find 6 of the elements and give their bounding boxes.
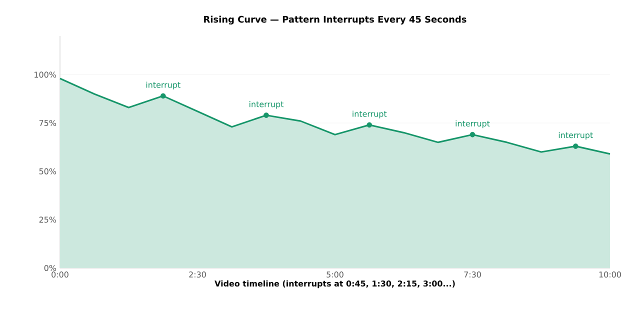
point — [366, 122, 372, 128]
chart-title: Rising Curve — Pattern Interrupts Every 45 Seconds — [204, 16, 466, 25]
point — [470, 132, 476, 138]
point — [264, 112, 269, 118]
point — [160, 93, 166, 99]
point — [572, 144, 578, 149]
